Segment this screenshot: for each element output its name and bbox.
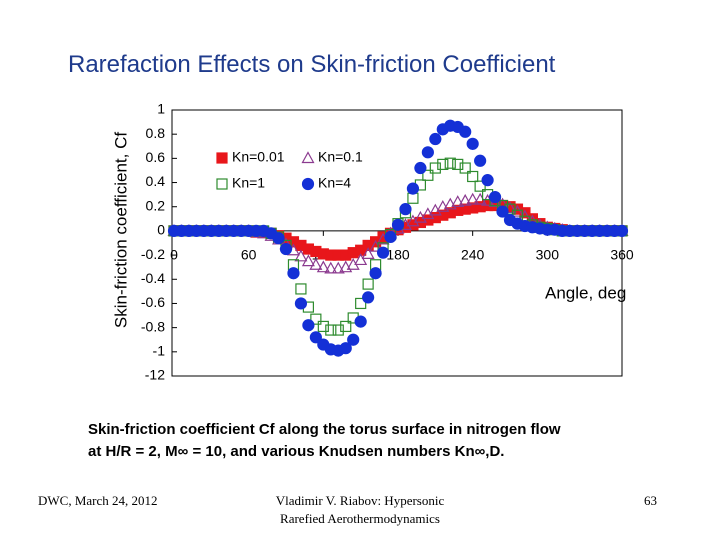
marker-circle — [287, 267, 300, 280]
marker-square — [422, 169, 434, 181]
marker-circle — [384, 230, 397, 244]
legend-bg — [215, 150, 295, 166]
marker-circle — [459, 125, 472, 138]
marker-circle — [421, 146, 434, 159]
marker-circle — [391, 218, 405, 231]
marker-triangle — [316, 260, 330, 273]
x-tick-label: 0 — [170, 247, 178, 263]
marker-circle — [309, 331, 322, 344]
legend-label: Kn=4 — [318, 175, 351, 191]
marker-square — [295, 283, 307, 295]
marker-circle — [301, 177, 315, 191]
marker-circle — [339, 342, 352, 355]
marker-square — [452, 158, 464, 171]
caption-line: at H/R = 2, M∞ = 10, and various Knudsen… — [88, 443, 504, 460]
marker-circle — [466, 137, 479, 150]
marker-circle — [369, 267, 382, 280]
y-tick-label: -12 — [145, 367, 165, 383]
footer-right: 63 — [644, 493, 657, 508]
y-tick-label: 0.6 — [146, 149, 166, 165]
legend-bg — [215, 176, 295, 192]
marker-circle — [294, 297, 308, 310]
marker-circle — [615, 224, 629, 238]
marker-square — [310, 313, 322, 325]
marker-circle — [414, 161, 427, 175]
marker-square — [332, 324, 344, 336]
y-tick-label: 0.8 — [146, 125, 166, 141]
x-tick-label: 240 — [461, 247, 485, 263]
marker-square — [429, 162, 441, 174]
marker-square — [216, 178, 228, 190]
marker-square — [340, 320, 352, 333]
y-tick-label: 0 — [157, 222, 165, 238]
x-tick-label: 360 — [610, 247, 634, 263]
marker-square — [325, 324, 337, 336]
marker-circle — [376, 246, 390, 259]
marker-square — [467, 170, 479, 183]
marker-circle — [406, 182, 420, 195]
marker-triangle — [324, 261, 338, 274]
marker-square — [474, 180, 486, 192]
x-tick-label: 60 — [241, 247, 257, 263]
marker-square — [459, 162, 471, 174]
marker-square — [437, 158, 449, 171]
marker-circle — [488, 190, 502, 204]
footer-center: Vladimir V. Riabov: Hypersonic — [276, 493, 445, 508]
marker-circle — [481, 174, 494, 187]
legend-bg — [301, 176, 381, 192]
y-tick-label: 0.4 — [146, 173, 166, 189]
y-tick-label: 0.2 — [146, 197, 166, 213]
marker-square — [362, 278, 374, 290]
y-tick-label: 1 — [157, 101, 165, 117]
legend-label: Kn=0.01 — [232, 149, 285, 165]
marker-triangle — [331, 261, 345, 274]
marker-triangle — [466, 192, 480, 205]
y-tick-label: -0.6 — [141, 294, 165, 310]
marker-square — [519, 207, 531, 219]
x-tick-label: 300 — [536, 247, 560, 263]
marker-square — [355, 297, 367, 310]
caption-line: Skin-friction coefficient Cf along the t… — [88, 421, 561, 438]
y-tick-label: -0.2 — [141, 246, 165, 262]
y-tick-label: -0.8 — [141, 318, 165, 334]
marker-circle — [302, 319, 315, 332]
marker-circle — [354, 315, 367, 328]
marker-circle — [399, 203, 412, 216]
marker-triangle — [361, 247, 375, 259]
y-axis-label: Skin-friction coefficient, Cf — [111, 132, 130, 328]
legend-bg — [301, 150, 381, 166]
marker-triangle — [294, 249, 308, 262]
marker-circle — [496, 205, 509, 218]
plot-frame — [171, 109, 623, 377]
marker-square — [317, 320, 329, 333]
marker-circle — [474, 154, 487, 167]
marker-triangle — [301, 151, 315, 164]
x-tick-label: 180 — [386, 247, 410, 263]
marker-triangle — [458, 193, 472, 206]
footer-left: DWC, March 24, 2012 — [38, 493, 158, 508]
marker-circle — [347, 333, 360, 346]
marker-triangle — [451, 195, 465, 207]
legend-label: Kn=0.1 — [318, 149, 363, 165]
annotation: Angle, deg — [545, 283, 626, 302]
marker-triangle — [301, 254, 315, 267]
legend-label: Kn=1 — [232, 175, 265, 191]
slide-title: Rarefaction Effects on Skin-friction Coe… — [68, 51, 556, 78]
marker-circle — [362, 291, 375, 304]
footer-center: Rarefied Aerothermodynamics — [280, 511, 440, 526]
marker-square — [444, 157, 456, 169]
marker-square — [216, 152, 228, 164]
marker-triangle — [309, 258, 323, 270]
marker-square — [407, 192, 419, 204]
marker-triangle — [354, 253, 368, 266]
y-tick-label: -1 — [153, 343, 166, 359]
marker-circle — [429, 132, 442, 146]
marker-circle — [272, 232, 285, 245]
y-tick-label: -0.4 — [141, 270, 165, 286]
marker-circle — [279, 242, 293, 256]
